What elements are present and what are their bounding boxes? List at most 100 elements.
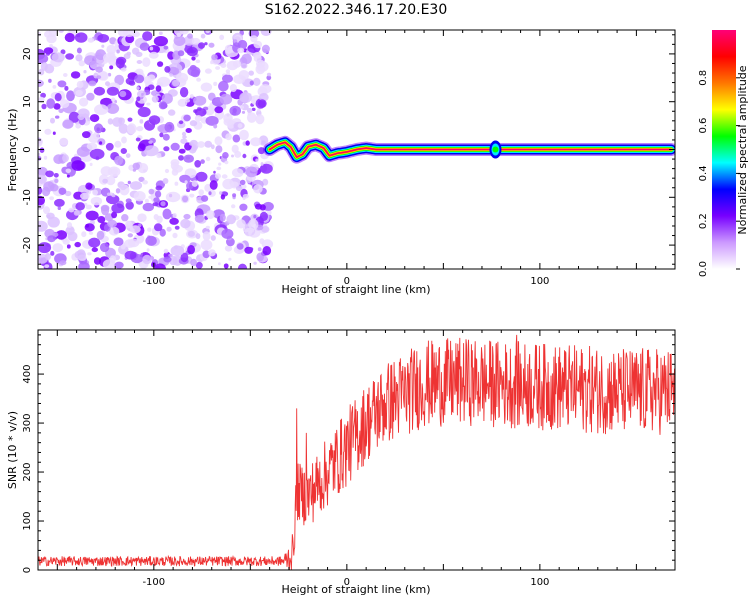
noise-blob <box>166 226 172 232</box>
noise-blob <box>148 188 155 195</box>
noise-blob <box>58 187 67 195</box>
noise-blob <box>149 46 154 51</box>
noise-blob <box>165 191 181 203</box>
noise-blob <box>146 102 151 106</box>
noise-blob <box>173 35 186 46</box>
snr-frame <box>37 329 676 571</box>
noise-blob <box>220 194 226 200</box>
noise-blob <box>148 140 153 144</box>
noise-blob <box>163 45 169 50</box>
noise-blob <box>162 208 172 220</box>
spectrogram-y-tick-label: -10 <box>22 189 33 205</box>
noise-blob <box>99 141 103 145</box>
noise-blob <box>84 55 97 66</box>
noise-blob <box>44 264 50 268</box>
noise-blob <box>200 159 205 164</box>
noise-blob <box>223 118 233 127</box>
noise-blob <box>65 168 72 174</box>
noise-blob <box>222 152 229 159</box>
noise-blob <box>147 227 152 232</box>
noise-blob <box>112 117 122 127</box>
noise-blob <box>120 67 127 72</box>
noise-blob <box>232 193 237 198</box>
noise-blob <box>114 74 125 86</box>
noise-blob <box>239 92 252 103</box>
noise-blob <box>38 182 42 188</box>
noise-blob <box>66 244 71 249</box>
noise-blob <box>93 131 100 140</box>
noise-blob <box>178 120 184 125</box>
noise-blob <box>237 263 248 269</box>
noise-blob <box>62 119 74 129</box>
noise-blob <box>153 36 168 47</box>
noise-blob <box>137 106 151 118</box>
spectrogram-x-axis-label: Height of straight line (km) <box>281 283 430 296</box>
noise-blob <box>237 123 243 129</box>
noise-blob <box>172 255 183 266</box>
noise-blob <box>180 252 189 263</box>
noise-blob <box>57 80 67 88</box>
noise-blob <box>76 47 82 54</box>
noise-blob <box>75 123 81 129</box>
noise-blob <box>177 98 188 107</box>
noise-blob <box>260 30 272 36</box>
noise-blob <box>182 195 189 203</box>
noise-blob <box>232 60 242 68</box>
noise-blob <box>105 81 110 87</box>
noise-blob <box>216 166 222 171</box>
noise-blob <box>241 53 252 65</box>
noise-blob <box>155 190 162 198</box>
noise-blob <box>156 152 162 159</box>
noise-blob <box>85 223 90 228</box>
noise-blob <box>191 56 196 61</box>
noise-blob <box>213 81 218 86</box>
noise-blob <box>93 257 102 265</box>
noise-blob <box>213 170 216 174</box>
noise-blob <box>71 160 85 171</box>
noise-blob <box>213 124 218 129</box>
noise-blob <box>125 220 133 229</box>
noise-blob <box>262 48 267 53</box>
noise-blob <box>55 230 67 240</box>
noise-blob <box>160 201 166 207</box>
noise-blob <box>138 223 142 228</box>
noise-blob <box>43 206 50 215</box>
noise-blob <box>161 153 165 157</box>
noise-blob <box>248 30 260 39</box>
noise-blob <box>46 212 55 220</box>
noise-blob <box>257 108 261 112</box>
noise-blob <box>170 245 185 257</box>
noise-blob <box>49 184 59 192</box>
snr-ticks: -100 0 100 0 100 200 300 400 <box>22 330 676 588</box>
noise-blob <box>204 42 208 46</box>
noise-blob <box>219 191 223 195</box>
noise-blob <box>182 135 187 139</box>
noise-blob <box>183 213 191 220</box>
noise-blob <box>81 231 87 238</box>
noise-blob <box>47 235 56 243</box>
noise-blob <box>38 152 41 157</box>
colorbar-tick-label: 0.0 <box>698 261 709 277</box>
noise-blob <box>58 108 64 114</box>
noise-blob <box>59 99 70 108</box>
noise-blob <box>107 192 111 196</box>
noise-blob <box>238 70 250 80</box>
noise-blob <box>158 31 163 35</box>
noise-blob <box>55 115 60 119</box>
noise-blob <box>97 216 106 224</box>
noise-blob <box>38 68 45 76</box>
noise-blob <box>210 235 216 241</box>
noise-blob <box>102 178 108 184</box>
noise-blob <box>64 85 69 91</box>
noise-blob <box>91 247 99 253</box>
noise-blob <box>239 129 249 141</box>
noise-blob <box>191 180 198 187</box>
noise-blob <box>236 219 246 229</box>
noise-blob <box>163 256 172 263</box>
noise-blob <box>139 42 150 51</box>
noise-blob <box>159 228 166 237</box>
noise-blob <box>80 192 90 200</box>
noise-blob <box>193 109 198 113</box>
noise-blob <box>258 135 269 146</box>
noise-blob <box>139 119 144 124</box>
